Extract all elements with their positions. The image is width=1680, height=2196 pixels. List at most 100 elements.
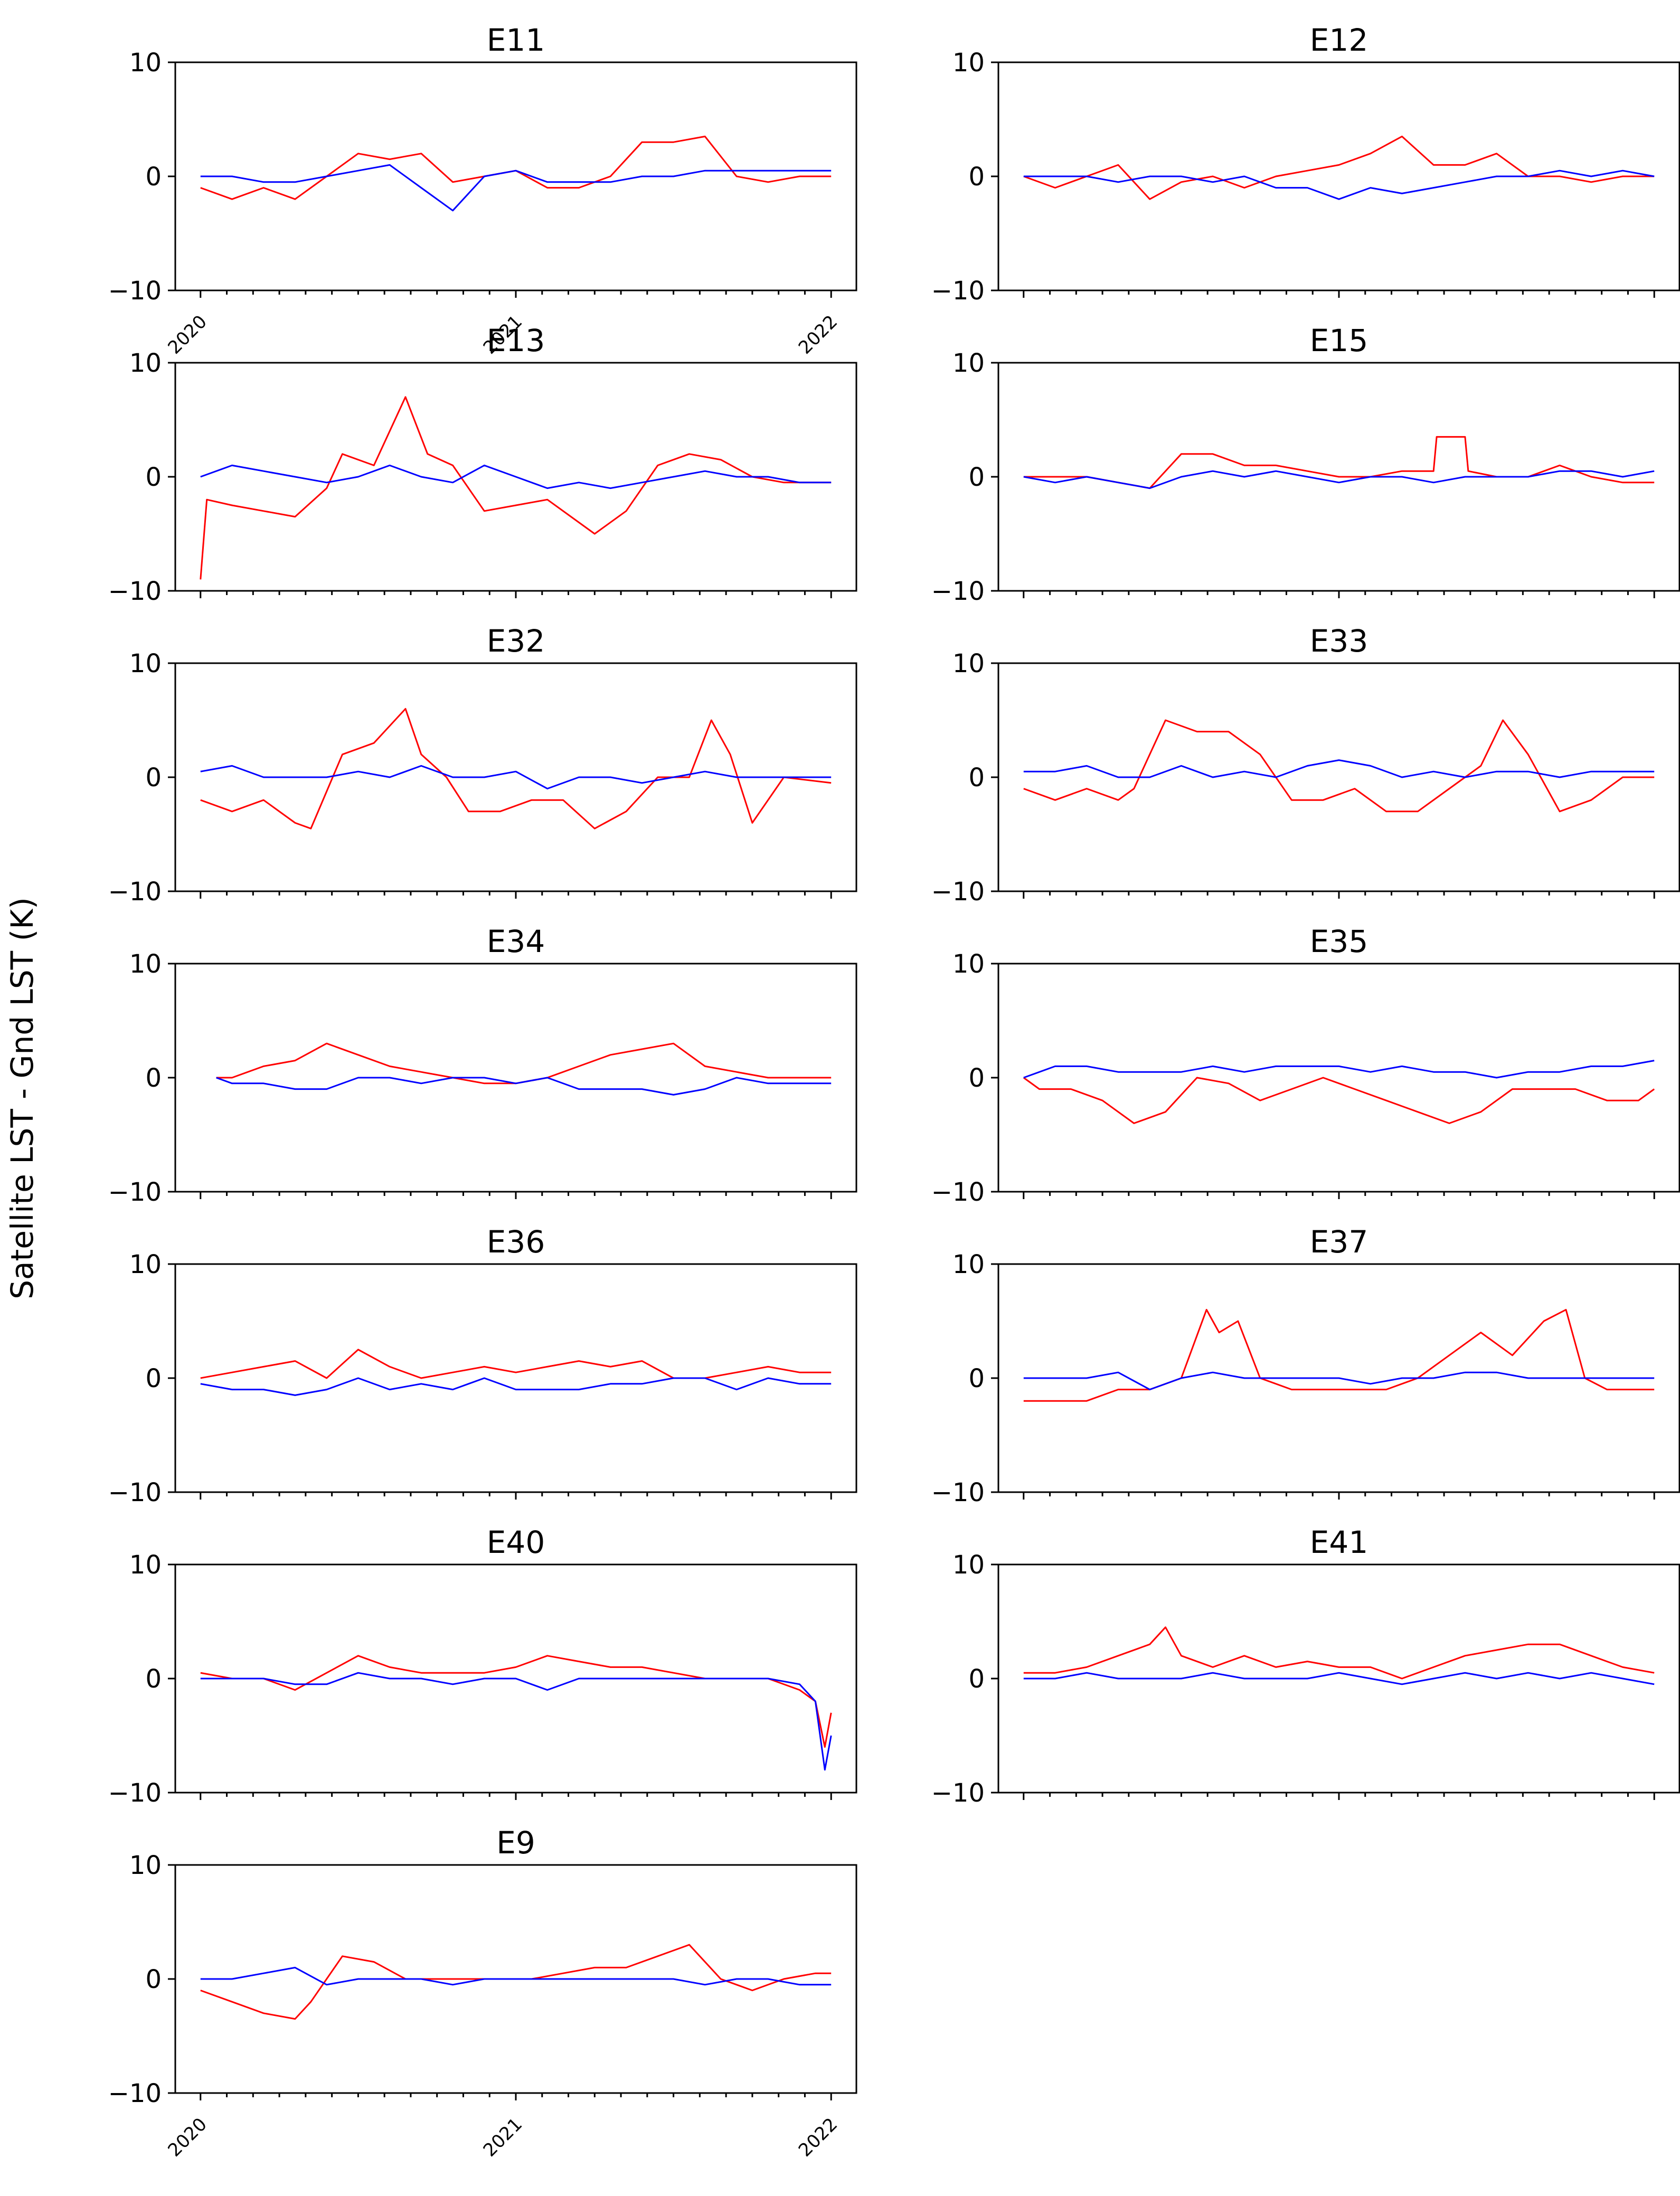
panel-title: E9 — [496, 1825, 535, 1861]
y-tick-label: −10 — [108, 877, 162, 907]
series-line-red — [200, 1349, 832, 1379]
series-group — [200, 135, 832, 212]
plot-frame — [997, 61, 1680, 291]
panel-e33: E33 10 0 −10 — [931, 623, 1680, 907]
panel-title: E13 — [487, 323, 545, 359]
panel-title: E34 — [487, 923, 545, 959]
panel-e36: E36 10 0 −10 — [108, 1224, 857, 1507]
plot-frame — [174, 1263, 857, 1493]
panel-title: E37 — [1310, 1224, 1368, 1260]
y-tick-label: −10 — [108, 1478, 162, 1507]
y-tick-label: −10 — [931, 1478, 985, 1507]
y-tick-label: −10 — [108, 276, 162, 306]
panel-e32: E32 10 0 −10 — [108, 623, 857, 907]
y-tick-label: 10 — [952, 348, 985, 378]
plot-frame — [174, 61, 857, 291]
y-tick-label: 0 — [145, 1965, 162, 1994]
panel-e40: E40 10 0 −10 — [108, 1524, 857, 1808]
x-tick-label: 2021 — [479, 2114, 526, 2161]
panel-title: E15 — [1310, 323, 1368, 359]
series-group — [200, 1349, 832, 1396]
y-tick-label: −10 — [931, 1778, 985, 1808]
plot-frame — [997, 963, 1680, 1193]
plot-frame — [174, 963, 857, 1193]
y-tick-label: 0 — [145, 162, 162, 192]
x-tick-label: 2022 — [795, 2114, 842, 2161]
series-group — [1023, 1626, 1655, 1685]
y-tick-label: −10 — [931, 276, 985, 306]
y-tick-label: 10 — [129, 1250, 162, 1279]
panel-e37: E37 10 0 −10 — [931, 1224, 1680, 1507]
x-tick-label: 2020 — [164, 2114, 211, 2161]
y-tick-label: 10 — [129, 1550, 162, 1580]
x-tick-label: 2022 — [795, 311, 842, 358]
y-tick-label: 0 — [968, 1664, 985, 1694]
series-line-blue — [1023, 759, 1655, 778]
y-tick-label: 10 — [129, 649, 162, 678]
series-line-red — [1023, 1626, 1655, 1680]
series-line-red — [200, 708, 832, 830]
series-line-blue — [216, 1077, 832, 1096]
panel-title: E35 — [1310, 923, 1368, 959]
plot-frame — [997, 662, 1680, 892]
panel-e34: E34 10 0 −10 — [108, 923, 857, 1207]
series-group — [216, 1042, 832, 1096]
panel-e35: E35 10 0 −10 — [931, 923, 1680, 1207]
y-tick-label: −10 — [108, 577, 162, 606]
y-tick-label: −10 — [108, 2079, 162, 2108]
y-tick-label: 0 — [968, 1364, 985, 1393]
series-group — [1023, 1308, 1655, 1402]
panel-title: E12 — [1310, 22, 1368, 58]
y-tick-label: 0 — [145, 1664, 162, 1694]
y-tick-label: 0 — [145, 1364, 162, 1393]
plot-frame — [997, 1563, 1680, 1794]
panel-title: E11 — [487, 22, 545, 58]
series-group — [200, 708, 832, 830]
panel-e15: E15 10 0 −10 — [931, 323, 1680, 606]
series-group — [200, 1944, 832, 2020]
panel-e13: E13 10 0 −10 — [108, 323, 857, 606]
series-line-red — [200, 1655, 832, 1748]
y-tick-label: −10 — [931, 1177, 985, 1207]
y-tick-label: −10 — [931, 577, 985, 606]
series-line-red — [200, 135, 832, 200]
series-line-blue — [200, 1377, 832, 1396]
y-axis-label: Satellite LST - Gnd LST (K) — [4, 897, 40, 1299]
panel-e12: E12 10 0 −10 — [931, 22, 1680, 306]
y-tick-label: 10 — [129, 48, 162, 78]
series-line-blue — [200, 1672, 832, 1771]
panel-title: E33 — [1310, 623, 1368, 659]
series-line-blue — [200, 1966, 832, 1986]
series-group — [200, 1655, 832, 1771]
y-tick-label: 10 — [952, 1250, 985, 1279]
series-line-blue — [1023, 470, 1655, 489]
y-tick-label: 10 — [952, 949, 985, 979]
series-line-red — [1023, 719, 1655, 813]
y-tick-label: 0 — [145, 1063, 162, 1093]
series-group — [1023, 135, 1655, 200]
series-line-red — [1023, 436, 1655, 489]
panel-title: E32 — [487, 623, 545, 659]
series-group — [200, 396, 832, 580]
panel-title: E40 — [487, 1524, 545, 1560]
panel-title: E36 — [487, 1224, 545, 1260]
y-tick-label: 0 — [145, 763, 162, 793]
y-tick-label: 10 — [952, 48, 985, 78]
y-tick-label: 10 — [952, 649, 985, 678]
series-group — [1023, 1060, 1655, 1124]
series-group — [1023, 436, 1655, 489]
series-line-blue — [1023, 1672, 1655, 1685]
y-tick-label: 0 — [968, 1063, 985, 1093]
series-line-blue — [1023, 1371, 1655, 1391]
y-tick-label: 0 — [968, 162, 985, 192]
y-tick-label: 10 — [952, 1550, 985, 1580]
series-line-red — [200, 396, 832, 580]
series-group — [1023, 719, 1655, 813]
y-tick-label: −10 — [108, 1778, 162, 1808]
x-tick-label: 2020 — [164, 311, 211, 358]
y-tick-label: −10 — [108, 1177, 162, 1207]
y-tick-label: 10 — [129, 1851, 162, 1880]
